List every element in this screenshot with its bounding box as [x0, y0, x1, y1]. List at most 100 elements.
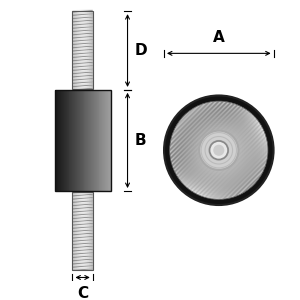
Circle shape [193, 125, 244, 176]
Bar [82, 90, 83, 191]
Bar [66, 90, 67, 191]
Bar [92, 192, 93, 270]
Circle shape [178, 109, 260, 191]
Bar [101, 90, 102, 191]
Circle shape [179, 111, 258, 190]
Bar [87, 192, 88, 270]
Bar [80, 11, 81, 89]
Bar [83, 192, 84, 270]
Circle shape [188, 119, 250, 182]
Circle shape [164, 95, 274, 205]
Bar [76, 11, 77, 89]
Bar [73, 90, 74, 191]
Bar [85, 11, 86, 89]
Bar [55, 90, 111, 191]
Bar [99, 90, 101, 191]
Text: D: D [135, 43, 147, 58]
Circle shape [185, 117, 252, 184]
Bar [81, 192, 82, 270]
Circle shape [217, 148, 221, 152]
Circle shape [172, 103, 266, 197]
Bar [84, 11, 85, 89]
Bar [79, 90, 80, 191]
Bar [108, 90, 109, 191]
Bar [71, 90, 72, 191]
Circle shape [182, 113, 256, 188]
Bar [85, 90, 86, 191]
Bar [56, 90, 57, 191]
Bar [74, 90, 75, 191]
Circle shape [209, 140, 229, 160]
Bar [91, 192, 92, 270]
Circle shape [207, 139, 231, 162]
Bar [63, 90, 64, 191]
Bar [88, 90, 89, 191]
Bar [74, 192, 75, 270]
Bar [82, 11, 83, 89]
Circle shape [201, 133, 236, 168]
Bar [87, 11, 88, 89]
Bar [86, 90, 87, 191]
Bar [61, 90, 62, 191]
Bar [93, 90, 94, 191]
Bar [81, 90, 82, 191]
Bar [107, 90, 108, 191]
Circle shape [199, 130, 239, 170]
Bar [110, 90, 111, 191]
Bar [105, 90, 106, 191]
Bar [80, 192, 81, 270]
Bar [88, 11, 89, 89]
Bar [67, 90, 68, 191]
Bar [79, 192, 80, 270]
Bar [96, 90, 97, 191]
Bar [60, 90, 61, 191]
Bar [83, 90, 85, 191]
Bar [90, 11, 91, 89]
Bar [80, 90, 81, 191]
Bar [95, 90, 96, 191]
Bar [91, 11, 92, 89]
Circle shape [195, 127, 242, 174]
Bar [86, 11, 87, 89]
Bar [109, 90, 110, 191]
Bar [77, 11, 78, 89]
Bar [73, 192, 74, 270]
Bar [75, 192, 76, 270]
Bar [78, 11, 79, 89]
Bar [97, 90, 98, 191]
Bar [89, 90, 90, 191]
Bar [82, 192, 83, 270]
Bar [103, 90, 104, 191]
Bar [70, 90, 71, 191]
Bar [78, 90, 79, 191]
Circle shape [205, 136, 232, 164]
Bar [76, 192, 77, 270]
Bar [73, 192, 93, 270]
Bar [57, 90, 58, 191]
Bar [89, 11, 90, 89]
Bar [75, 11, 76, 89]
Circle shape [170, 101, 268, 200]
Bar [73, 11, 93, 89]
Bar [85, 90, 86, 191]
Circle shape [170, 101, 268, 200]
Text: C: C [77, 286, 88, 300]
Circle shape [191, 123, 246, 178]
Bar [77, 192, 78, 270]
Circle shape [199, 130, 239, 170]
Bar [98, 90, 99, 191]
Bar [74, 11, 75, 89]
Bar [104, 90, 105, 191]
Bar [88, 192, 89, 270]
Bar [85, 192, 86, 270]
Bar [90, 90, 91, 191]
Circle shape [174, 105, 264, 196]
Circle shape [183, 115, 254, 186]
Bar [92, 90, 93, 191]
Bar [79, 11, 80, 89]
Bar [77, 90, 78, 191]
Bar [87, 90, 88, 191]
Circle shape [213, 144, 225, 156]
Bar [94, 90, 95, 191]
Bar [102, 90, 103, 191]
